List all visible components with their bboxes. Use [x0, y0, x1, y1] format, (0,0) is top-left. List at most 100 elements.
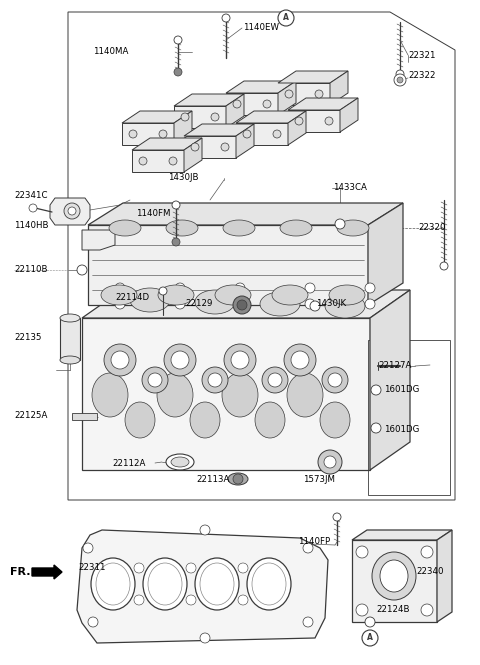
Ellipse shape	[272, 285, 308, 305]
Text: 22129: 22129	[185, 299, 212, 309]
Ellipse shape	[166, 454, 194, 470]
Circle shape	[83, 543, 93, 553]
Ellipse shape	[91, 558, 135, 610]
Polygon shape	[226, 81, 296, 93]
Circle shape	[139, 157, 147, 165]
Circle shape	[295, 117, 303, 125]
Polygon shape	[288, 111, 306, 145]
Ellipse shape	[195, 290, 235, 314]
Polygon shape	[340, 98, 358, 132]
Circle shape	[396, 70, 404, 78]
Polygon shape	[88, 203, 403, 225]
Polygon shape	[368, 203, 403, 305]
Circle shape	[365, 283, 375, 293]
FancyArrow shape	[32, 565, 62, 579]
Circle shape	[322, 367, 348, 393]
Polygon shape	[50, 198, 90, 225]
Circle shape	[202, 367, 228, 393]
Text: 1601DG: 1601DG	[384, 386, 420, 394]
Ellipse shape	[96, 563, 130, 605]
Polygon shape	[236, 123, 288, 145]
Ellipse shape	[260, 292, 300, 316]
Ellipse shape	[171, 457, 189, 467]
Polygon shape	[122, 123, 174, 145]
Text: 1140EW: 1140EW	[243, 23, 279, 33]
Ellipse shape	[101, 285, 137, 305]
Circle shape	[200, 525, 210, 535]
Circle shape	[115, 283, 125, 293]
Circle shape	[285, 90, 293, 98]
Polygon shape	[174, 94, 244, 106]
Polygon shape	[352, 530, 452, 540]
Bar	[368, 340, 450, 495]
Circle shape	[394, 74, 406, 86]
Circle shape	[172, 238, 180, 246]
Circle shape	[291, 351, 309, 369]
Circle shape	[365, 299, 375, 309]
Circle shape	[371, 423, 381, 433]
Ellipse shape	[223, 220, 255, 236]
Circle shape	[115, 299, 125, 309]
Polygon shape	[288, 110, 340, 132]
Circle shape	[174, 68, 182, 76]
Circle shape	[129, 130, 137, 138]
Circle shape	[315, 90, 323, 98]
Text: 1140MA: 1140MA	[93, 47, 128, 57]
Circle shape	[169, 157, 177, 165]
Circle shape	[356, 604, 368, 616]
Circle shape	[397, 77, 403, 83]
Ellipse shape	[195, 558, 239, 610]
Ellipse shape	[158, 285, 194, 305]
Circle shape	[208, 373, 222, 387]
Circle shape	[191, 143, 199, 151]
Polygon shape	[174, 106, 226, 128]
Text: 22114D: 22114D	[115, 293, 149, 303]
Text: 22124B: 22124B	[376, 606, 409, 614]
Polygon shape	[437, 530, 452, 622]
Circle shape	[273, 130, 281, 138]
Ellipse shape	[92, 373, 128, 417]
Circle shape	[305, 283, 315, 293]
Circle shape	[263, 100, 271, 108]
Circle shape	[231, 351, 249, 369]
Ellipse shape	[329, 285, 365, 305]
Text: 22112A: 22112A	[112, 458, 145, 467]
Polygon shape	[226, 93, 278, 115]
Circle shape	[134, 595, 144, 605]
Polygon shape	[174, 111, 192, 145]
Circle shape	[235, 283, 245, 293]
Polygon shape	[82, 230, 115, 250]
Circle shape	[318, 450, 342, 474]
Text: FR.: FR.	[10, 567, 31, 577]
Ellipse shape	[157, 373, 193, 417]
Circle shape	[278, 10, 294, 26]
Ellipse shape	[228, 473, 248, 485]
Circle shape	[222, 14, 230, 22]
Circle shape	[29, 204, 37, 212]
Circle shape	[64, 203, 80, 219]
Text: 1601DG: 1601DG	[384, 426, 420, 434]
Text: 22113A: 22113A	[196, 475, 229, 485]
Polygon shape	[236, 124, 254, 158]
Ellipse shape	[325, 294, 365, 318]
Polygon shape	[184, 138, 202, 172]
Circle shape	[142, 367, 168, 393]
Ellipse shape	[247, 558, 291, 610]
Polygon shape	[278, 71, 348, 83]
Polygon shape	[226, 94, 244, 128]
Text: 22135: 22135	[14, 332, 41, 342]
Circle shape	[237, 300, 247, 310]
Circle shape	[68, 207, 76, 215]
Circle shape	[365, 617, 375, 627]
Circle shape	[134, 563, 144, 573]
Circle shape	[335, 219, 345, 229]
Circle shape	[233, 474, 243, 484]
Circle shape	[235, 299, 245, 309]
Polygon shape	[132, 138, 202, 150]
Polygon shape	[288, 98, 358, 110]
Circle shape	[200, 633, 210, 643]
Ellipse shape	[287, 373, 323, 417]
Polygon shape	[278, 81, 296, 115]
Circle shape	[174, 36, 182, 44]
Polygon shape	[352, 540, 437, 622]
